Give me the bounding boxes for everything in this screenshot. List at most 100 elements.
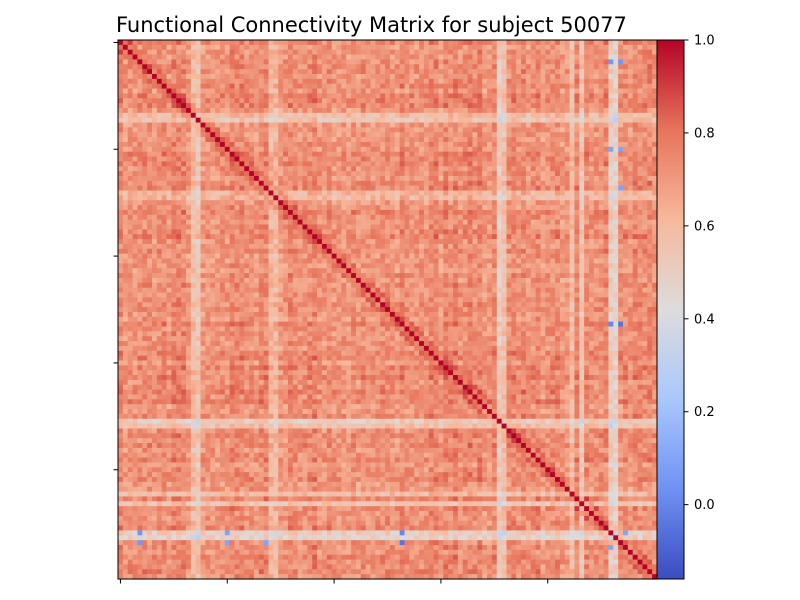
- heatmap-cell: [642, 151, 648, 158]
- heatmap-cell: [234, 132, 240, 138]
- heatmap-cell: [501, 161, 508, 167]
- heatmap-cell: [443, 248, 449, 255]
- heatmap-cell: [351, 98, 357, 104]
- heatmap-cell: [302, 200, 308, 206]
- heatmap-cell: [283, 229, 289, 235]
- heatmap-cell: [278, 73, 284, 80]
- heatmap-cell: [647, 132, 653, 138]
- heatmap-cell: [321, 103, 328, 109]
- heatmap-cell: [647, 243, 653, 250]
- heatmap-cell: [472, 248, 478, 255]
- heatmap-cell: [467, 243, 474, 250]
- heatmap-cell: [365, 73, 372, 80]
- heatmap-cell: [365, 248, 372, 255]
- heatmap-cell: [525, 59, 532, 65]
- heatmap-cell: [385, 224, 391, 230]
- heatmap-cell: [496, 171, 503, 177]
- heatmap-cell: [477, 73, 483, 80]
- heatmap-cell: [181, 122, 187, 129]
- heatmap-cell: [365, 224, 372, 230]
- heatmap-cell: [268, 219, 274, 226]
- heatmap-cell: [389, 54, 396, 61]
- heatmap-cell: [346, 103, 352, 109]
- heatmap-cell: [297, 234, 304, 240]
- heatmap-cell: [151, 78, 158, 85]
- heatmap-cell: [404, 49, 410, 56]
- heatmap-cell: [205, 83, 211, 90]
- heatmap-cell: [205, 107, 211, 114]
- heatmap-cell: [249, 200, 255, 206]
- heatmap-cell: [472, 132, 478, 138]
- heatmap-cell: [589, 107, 595, 114]
- heatmap-cell: [346, 146, 352, 153]
- heatmap-cell: [540, 234, 546, 240]
- heatmap-cell: [365, 209, 372, 216]
- heatmap-cell: [234, 229, 240, 235]
- heatmap-cell: [404, 214, 410, 221]
- heatmap-cell: [627, 49, 634, 56]
- heatmap-cell: [385, 205, 391, 211]
- heatmap-cell: [501, 243, 508, 250]
- heatmap-cell: [268, 40, 274, 46]
- heatmap-cell: [341, 137, 347, 143]
- heatmap-cell: [215, 239, 221, 245]
- heatmap-cell: [472, 73, 478, 80]
- heatmap-cell: [506, 69, 512, 75]
- heatmap-cell: [467, 49, 474, 56]
- heatmap-cell: [652, 248, 658, 255]
- heatmap-cell: [467, 54, 474, 61]
- heatmap-cell: [589, 214, 595, 221]
- heatmap-cell: [613, 83, 619, 90]
- heatmap-cell: [579, 132, 585, 138]
- heatmap-cell: [623, 64, 629, 70]
- heatmap-cell: [219, 107, 226, 114]
- heatmap-cell: [516, 180, 522, 187]
- heatmap-cell: [239, 98, 245, 104]
- heatmap-cell: [219, 93, 226, 99]
- heatmap-cell: [205, 103, 211, 109]
- heatmap-cell: [530, 137, 537, 143]
- heatmap-cell: [370, 156, 376, 162]
- heatmap-cell: [321, 205, 328, 211]
- heatmap-cell: [171, 248, 177, 255]
- heatmap-cell: [346, 195, 352, 201]
- heatmap-cell: [579, 224, 585, 230]
- heatmap-cell: [574, 248, 580, 255]
- heatmap-cell: [555, 200, 561, 206]
- heatmap-cell: [632, 132, 639, 138]
- heatmap-cell: [292, 132, 299, 138]
- heatmap-cell: [545, 214, 551, 221]
- heatmap-cell: [409, 137, 415, 143]
- heatmap-cell: [501, 239, 508, 245]
- heatmap-cell: [491, 117, 498, 124]
- heatmap-cell: [244, 156, 250, 162]
- heatmap-cell: [618, 195, 624, 201]
- heatmap-cell: [195, 229, 202, 235]
- heatmap-cell: [258, 243, 265, 250]
- heatmap-cell: [414, 200, 420, 206]
- heatmap-cell: [302, 239, 308, 245]
- heatmap-cell: [234, 161, 240, 167]
- heatmap-cell: [472, 64, 478, 70]
- heatmap-cell: [409, 175, 415, 182]
- heatmap-cell: [511, 151, 517, 158]
- heatmap-cell: [229, 83, 236, 90]
- heatmap-cell: [195, 248, 202, 255]
- heatmap-cell: [642, 73, 648, 80]
- heatmap-cell: [253, 40, 260, 46]
- heatmap-cell: [487, 200, 493, 206]
- heatmap-cell: [205, 205, 211, 211]
- heatmap-cell: [623, 175, 629, 182]
- heatmap-cell: [205, 161, 211, 167]
- heatmap-cell: [462, 98, 469, 104]
- heatmap-cell: [190, 219, 197, 226]
- heatmap-cell: [370, 229, 376, 235]
- heatmap-cell: [491, 234, 498, 240]
- heatmap-cell: [287, 229, 294, 235]
- heatmap-cell: [559, 205, 566, 211]
- heatmap-cell: [574, 180, 580, 187]
- heatmap-cell: [394, 93, 401, 99]
- heatmap-cell: [336, 243, 342, 250]
- heatmap-cell: [287, 132, 294, 138]
- heatmap-cell: [564, 253, 571, 260]
